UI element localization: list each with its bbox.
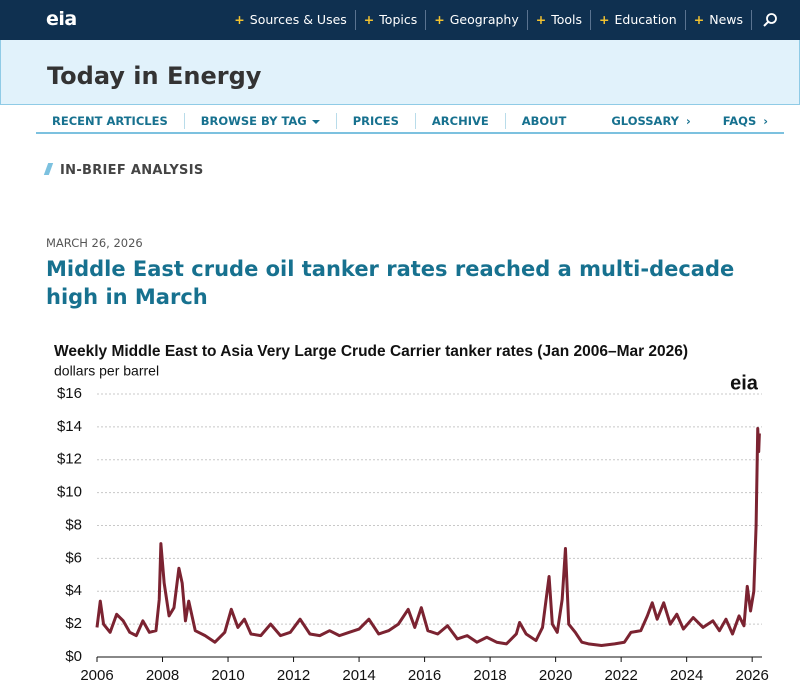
y-tick-label: $2 xyxy=(65,615,82,632)
nav-link[interactable]: Topics xyxy=(356,10,427,30)
y-tick-label: $16 xyxy=(57,385,82,402)
y-tick-label: $10 xyxy=(57,484,82,501)
subnav-link[interactable]: RECENT ARTICLES xyxy=(36,113,185,129)
data-line xyxy=(95,427,761,647)
y-tick-label: $0 xyxy=(65,648,82,665)
x-tick-label: 2018 xyxy=(473,667,506,684)
nav-link[interactable]: Geography xyxy=(426,10,528,30)
x-tick-label: 2006 xyxy=(80,667,113,684)
article-date: MARCH 26, 2026 xyxy=(46,236,143,250)
nav-link[interactable]: Tools xyxy=(528,10,592,30)
search-icon[interactable] xyxy=(762,12,778,28)
x-tick-label: 2008 xyxy=(146,667,179,684)
x-tick-label: 2020 xyxy=(539,667,572,684)
x-tick-label: 2022 xyxy=(604,667,637,684)
main-nav: Sources & UsesTopicsGeographyToolsEducat… xyxy=(226,0,778,40)
y-tick-label: $6 xyxy=(65,549,82,566)
x-tick-label: 2016 xyxy=(408,667,441,684)
logo[interactable]: eia xyxy=(46,8,77,30)
subnav-link[interactable]: PRICES xyxy=(337,113,416,129)
sub-nav: RECENT ARTICLES BROWSE BY TAG PRICES ARCHIV… xyxy=(36,110,784,134)
subnav-link[interactable]: FAQS xyxy=(707,113,784,129)
top-bar: eia Sources & UsesTopicsGeographyToolsEd… xyxy=(0,0,800,40)
x-tick-label: 2014 xyxy=(342,667,375,684)
nav-link[interactable]: Education xyxy=(591,10,686,30)
article-tag: IN-BRIEF ANALYSIS xyxy=(46,163,204,178)
chart: Weekly Middle East to Asia Very Large Cr… xyxy=(54,343,769,684)
headline: Middle East crude oil tanker rates reach… xyxy=(46,257,735,309)
nav-link[interactable]: News xyxy=(686,10,752,30)
y-tick-label: $4 xyxy=(65,582,82,599)
y-tick-label: $14 xyxy=(57,418,82,435)
chart-title: Weekly Middle East to Asia Very Large Cr… xyxy=(54,343,688,360)
chart-logo: eia xyxy=(730,372,759,394)
subnav-link[interactable]: BROWSE BY TAG xyxy=(185,113,337,129)
chart-subtitle: dollars per barrel xyxy=(54,363,159,379)
x-tick-label: 2024 xyxy=(670,667,703,684)
y-tick-label: $12 xyxy=(57,451,82,468)
x-tick-label: 2010 xyxy=(211,667,244,684)
y-tick-label: $8 xyxy=(65,516,82,533)
banner: Today in Energy xyxy=(0,40,800,105)
nav-link[interactable]: Sources & Uses xyxy=(226,10,356,30)
subnav-link[interactable]: GLOSSARY xyxy=(595,113,706,129)
subnav-link[interactable]: ARCHIVE xyxy=(416,113,506,129)
site-title[interactable]: Today in Energy xyxy=(47,62,262,90)
x-tick-label: 2012 xyxy=(277,667,310,684)
x-tick-label: 2026 xyxy=(735,667,768,684)
subnav-link[interactable]: ABOUT xyxy=(521,114,567,128)
